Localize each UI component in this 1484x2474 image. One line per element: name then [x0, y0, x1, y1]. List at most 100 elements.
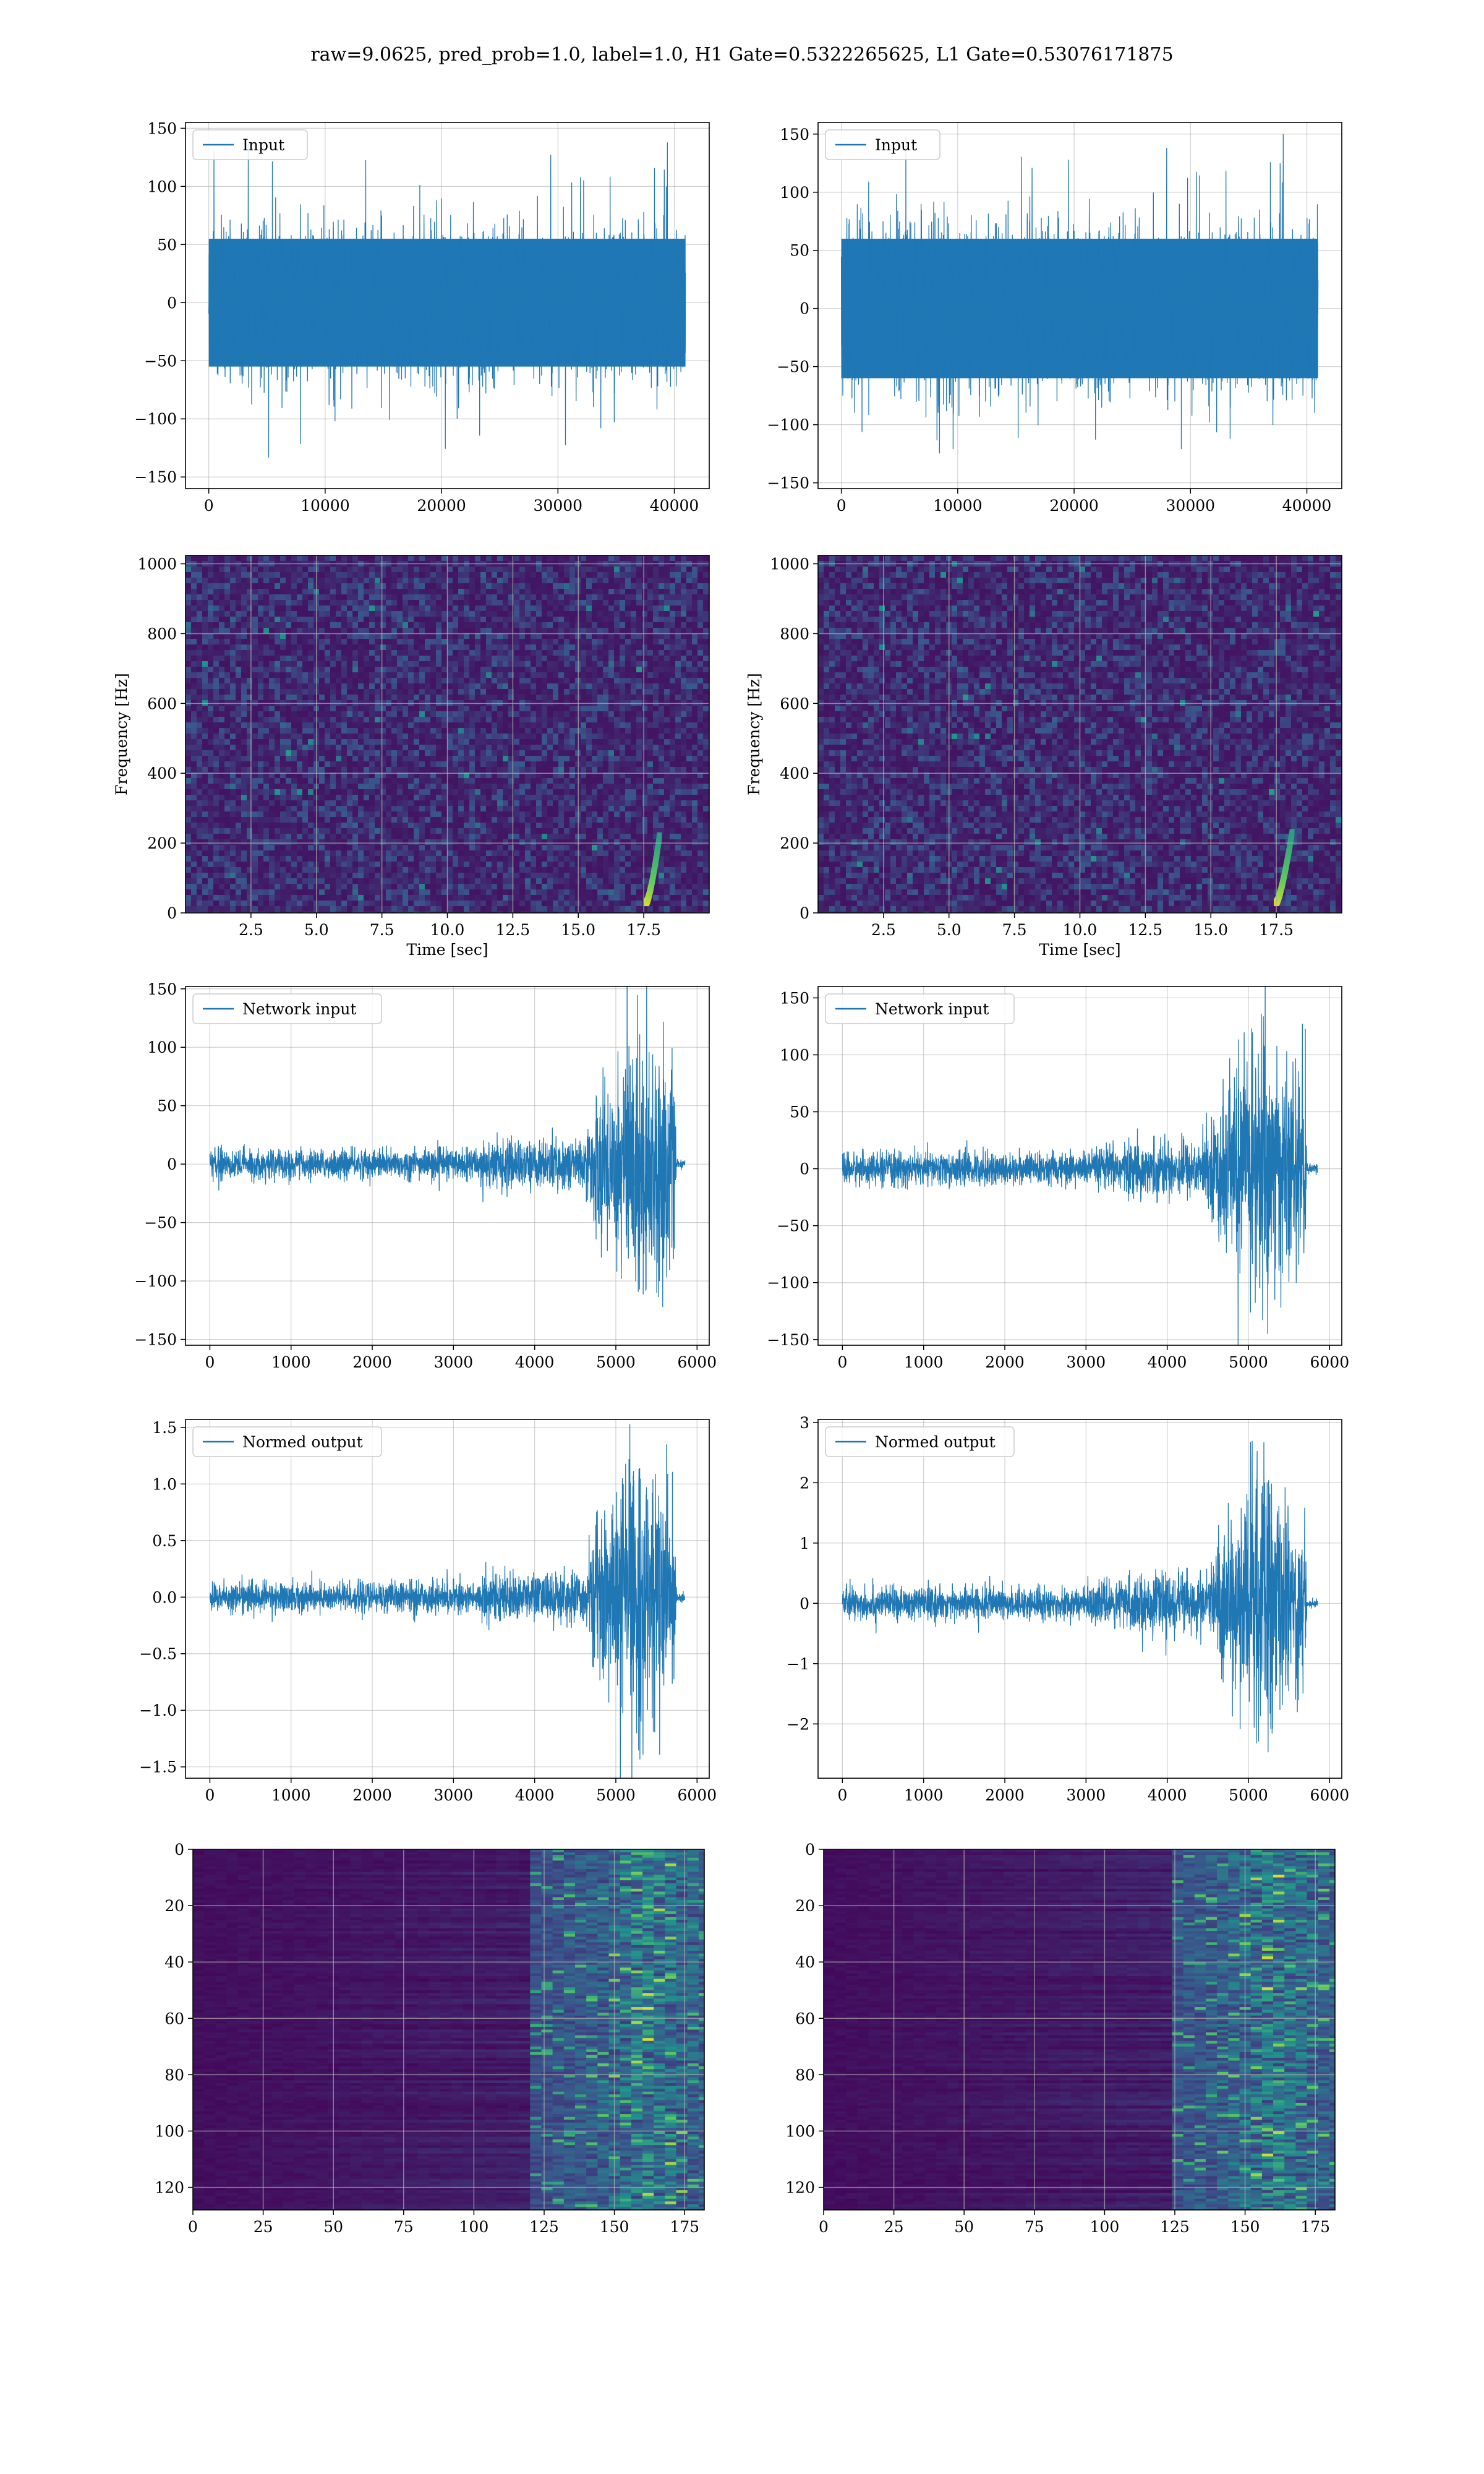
h1-spectrogram-cell — [681, 672, 687, 678]
h1-spectrogram-cell — [464, 656, 470, 662]
h1-spectrogram-cell — [325, 611, 331, 617]
h1-spectrogram-cell — [581, 823, 587, 829]
h1-spectrogram-cell — [297, 811, 303, 818]
h1-spectrogram-cell — [258, 633, 264, 640]
h1-spectrogram-cell — [347, 661, 353, 667]
h1-spectrogram-cell — [519, 789, 526, 795]
h1-spectrogram-cell — [308, 644, 314, 651]
h1-spectrogram-cell — [380, 578, 386, 584]
h1-spectrogram-cell — [614, 611, 620, 617]
h1-spectrogram-cell — [347, 823, 353, 829]
h1-spectrogram-cell — [403, 572, 409, 578]
h1-spectrogram-cell — [224, 834, 231, 840]
h1-spectrogram-cell — [302, 745, 309, 751]
h1-spectrogram-cell — [486, 661, 492, 667]
h1-spectrogram-cell — [653, 650, 659, 656]
h1-spectrogram-cell — [542, 773, 548, 779]
h1-spectrogram-cell — [241, 594, 247, 601]
h1-spectrogram-cell — [597, 811, 603, 818]
h1-spectrogram-cell — [291, 767, 297, 773]
h1-spectrogram-cell — [308, 633, 314, 640]
h1-spectrogram-cell — [492, 828, 498, 834]
h1-spectrogram-cell — [681, 622, 687, 628]
h1-spectrogram-cell — [202, 661, 208, 667]
h1-spectrogram-cell — [453, 617, 459, 623]
h1-spectrogram-cell — [614, 811, 620, 818]
h1-spectrogram-cell — [208, 661, 214, 667]
h1-spectrogram-cell — [191, 767, 197, 773]
h1-spectrogram-cell — [675, 750, 681, 756]
h1-spectrogram-cell — [547, 784, 553, 790]
h1-spectrogram-cell — [514, 633, 520, 640]
h1-spectrogram-cell — [186, 650, 192, 656]
h1-spectrogram-cell — [686, 633, 693, 640]
h1-spectrogram-cell — [492, 817, 498, 823]
h1-spectrogram-cell — [492, 839, 498, 845]
h1-spectrogram-cell — [325, 756, 331, 762]
h1-spectrogram-cell — [441, 606, 448, 612]
h1-spectrogram-cell — [547, 834, 553, 840]
h1-spectrogram-cell — [358, 795, 364, 801]
h1-spectrogram-cell — [553, 600, 559, 606]
h1-spectrogram-cell — [391, 834, 398, 840]
h1-spectrogram-cell — [636, 650, 642, 656]
h1-spectrogram-cell — [391, 722, 398, 729]
h1-spectrogram-cell — [475, 589, 481, 595]
h1-spectrogram-cell — [375, 756, 381, 762]
h1-spectrogram-cell — [659, 789, 665, 795]
h1-spectrogram-cell — [375, 789, 381, 795]
h1-spectrogram-cell — [614, 745, 620, 751]
h1-spectrogram-cell — [586, 761, 592, 768]
h1-spectrogram-cell — [308, 555, 314, 562]
h1-spectrogram-cell — [647, 834, 654, 840]
h1-spectrogram-cell — [447, 661, 453, 667]
h1-spectrogram-cell — [336, 678, 342, 684]
h1-spectrogram-cell — [636, 745, 642, 751]
h1-spectrogram-cell — [475, 672, 481, 678]
h1-spectrogram-cell — [614, 667, 620, 673]
h1-spectrogram-cell — [531, 594, 537, 601]
h1-spectrogram-cell — [670, 784, 676, 790]
h1-spectrogram-cell — [492, 745, 498, 751]
h1-spectrogram-cell — [447, 611, 453, 617]
h1-spectrogram-cell — [336, 734, 342, 740]
h1-spectrogram-cell — [625, 683, 631, 690]
h1-spectrogram-cell — [547, 572, 553, 578]
h1-spectrogram-cell — [369, 711, 375, 717]
h1-spectrogram-cell — [670, 667, 676, 673]
h1-spectrogram-cell — [241, 622, 247, 628]
h1-spectrogram-cell — [531, 767, 537, 773]
h1-spectrogram-cell — [508, 750, 514, 756]
h1-spectrogram-cell — [592, 683, 598, 690]
h1-spectrogram-cell — [430, 639, 437, 645]
h1-spectrogram-cell — [692, 734, 698, 740]
h1-spectrogram-cell — [419, 555, 425, 562]
h1-spectrogram-cell — [291, 628, 297, 634]
h1-spectrogram-cell — [308, 750, 314, 756]
h1-spectrogram-cell — [369, 789, 375, 795]
h1-spectrogram-cell — [686, 695, 693, 701]
h1-spectrogram-cell — [197, 672, 203, 678]
h1-spectrogram-cell — [586, 817, 592, 823]
h1-spectrogram-cell — [380, 617, 386, 623]
h1-spectrogram-cell — [258, 622, 264, 628]
h1-spectrogram-cell — [330, 745, 336, 751]
h1-spectrogram-cell — [280, 761, 286, 768]
h1-spectrogram-cell — [191, 834, 197, 840]
h1-spectrogram-cell — [581, 789, 587, 795]
h1-spectrogram-cell — [258, 828, 264, 834]
h1-spectrogram-cell — [364, 800, 370, 807]
h1-spectrogram-cell — [508, 778, 514, 784]
h1-spectrogram-cell — [558, 728, 565, 734]
h1-spectrogram-cell — [186, 711, 192, 717]
h1-spectrogram-cell — [686, 800, 693, 807]
h1-spectrogram-cell — [302, 839, 309, 845]
h1-spectrogram-cell — [236, 734, 242, 740]
h1-spectrogram-cell — [547, 672, 553, 678]
h1-spectrogram-cell — [531, 811, 537, 818]
h1-spectrogram-cell — [686, 617, 693, 623]
h1-spectrogram-cell — [692, 567, 698, 573]
h1-spectrogram-cell — [252, 711, 258, 717]
h1-spectrogram-cell — [436, 817, 442, 823]
h1-spectrogram-cell — [436, 617, 442, 623]
